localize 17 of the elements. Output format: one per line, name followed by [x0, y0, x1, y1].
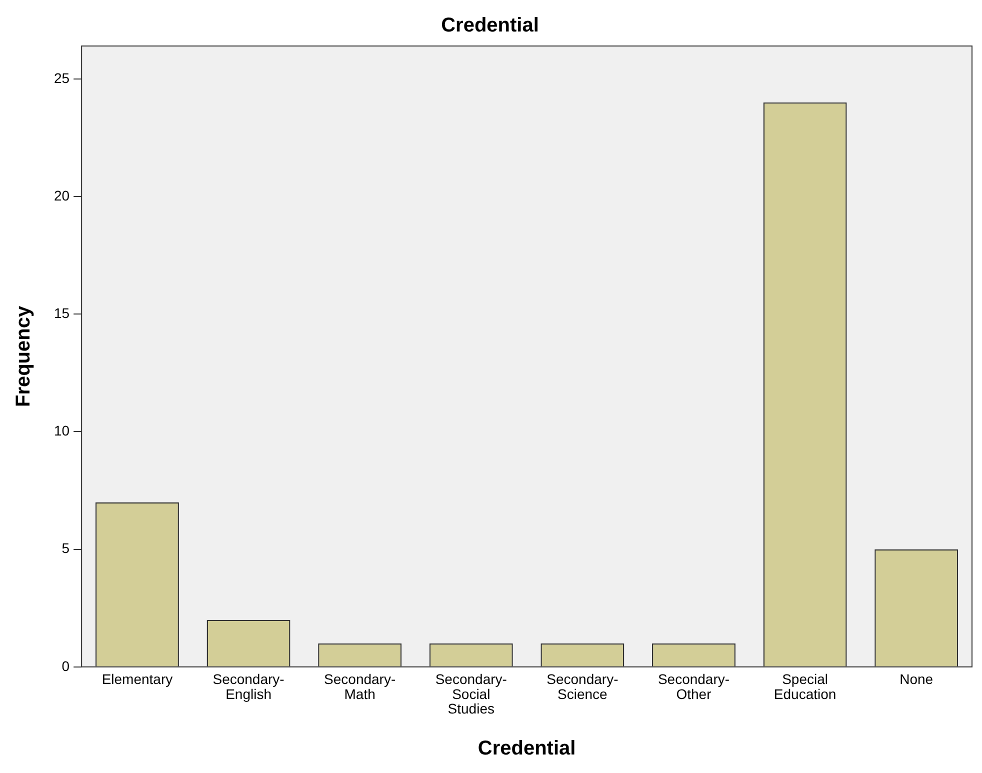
y-tick-label: 15 — [54, 304, 70, 321]
y-tick-label: 10 — [54, 422, 70, 439]
y-tick-label: 0 — [62, 658, 70, 674]
x-tick-label: Secondary- Other — [658, 671, 730, 702]
x-tick-label: Special Education — [774, 671, 836, 702]
x-tick-label: Secondary- Science — [546, 671, 619, 702]
y-tick-label: 20 — [54, 187, 70, 204]
x-tick-label: Elementary — [102, 671, 173, 688]
x-tick-label: Secondary- Social Studies — [435, 671, 508, 717]
y-tick-label: 25 — [54, 70, 70, 86]
x-tick-label: None — [900, 671, 934, 688]
y-tick-label: 5 — [62, 540, 70, 556]
chart-title: Credential — [441, 14, 539, 37]
x-axis-title: Credential — [478, 738, 576, 760]
x-tick-label: Secondary- Math — [324, 671, 396, 702]
x-tick-label: Secondary- English — [212, 671, 285, 702]
y-axis-title: Frequency — [12, 305, 35, 408]
